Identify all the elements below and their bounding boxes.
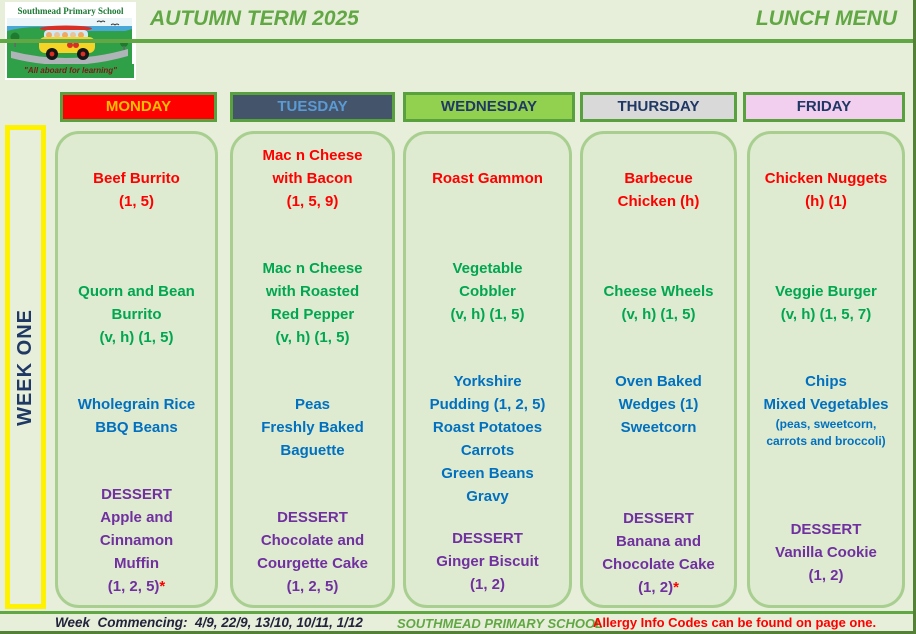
footer-divider-line [0,611,913,614]
wednesday-main-dish: Roast Gammon [432,170,543,187]
logo-school-name: Southmead Primary School [7,4,134,18]
week-one-label: WEEK ONE [5,125,46,609]
menu-column-tuesday: Mac n Cheese with Bacon (1, 5, 9) Mac n … [230,131,395,608]
wednesday-sides: Yorkshire Pudding (1, 2, 5) Roast Potato… [429,373,546,505]
monday-dessert: DESSERT Apple and Cinnamon Muffin (1, 2,… [99,486,174,595]
friday-vegetarian-dish: Veggie Burger (v, h) (1, 5, 7) [775,283,877,323]
thursday-vegetarian-dish: Cheese Wheels (v, h) (1, 5) [603,283,714,323]
menu-column-wednesday: Roast Gammon Vegetable Cobbler (v, h) (1… [403,131,572,608]
header-divider-line [0,39,913,43]
thursday-sides: Oven Baked Wedges (1) Sweetcorn [615,373,702,436]
wednesday-vegetarian-dish: Vegetable Cobbler (v, h) (1, 5) [450,260,525,323]
menu-column-thursday: Barbecue Chicken (h) Cheese Wheels (v, h… [580,131,737,608]
day-header-tuesday: TUESDAY [230,92,395,122]
footer-school-name: SOUTHMEAD PRIMARY SCHOOL [397,616,604,631]
menu-column-monday: Beef Burrito (1, 5) Quorn and Bean Burri… [55,131,218,608]
term-title: AUTUMN TERM 2025 [150,7,359,30]
tuesday-main-dish: Mac n Cheese with Bacon (1, 5, 9) [262,147,363,210]
thursday-main-dish: Barbecue Chicken (h) [617,170,700,210]
allergy-asterisk: * [673,579,679,596]
wednesday-dessert: DESSERT Ginger Biscuit (1, 2) [436,530,539,593]
lunch-menu-title: LUNCH MENU [755,7,897,30]
tuesday-dessert: DESSERT Chocolate and Courgette Cake (1,… [257,509,368,595]
monday-sides: Wholegrain Rice BBQ Beans [77,396,196,436]
monday-main-dish: Beef Burrito (1, 5) [93,170,180,210]
thursday-dessert: DESSERT Banana and Chocolate Cake (1, 2)… [602,510,715,596]
friday-dessert: DESSERT Vanilla Cookie (1, 2) [775,521,877,584]
tuesday-sides: Peas Freshly Baked Baguette [261,396,364,459]
week-one-text: WEEK ONE [14,308,36,426]
day-header-monday: MONDAY [60,92,217,122]
day-header-wednesday: WEDNESDAY [403,92,575,122]
allergy-asterisk: * [159,578,166,595]
week-commencing-text: Week Commencing: 4/9, 22/9, 13/10, 10/11… [55,615,363,630]
friday-main-dish: Chicken Nuggets (h) (1) [764,170,888,210]
tuesday-vegetarian-dish: Mac n Cheese with Roasted Red Pepper (v,… [262,260,363,346]
day-header-friday: FRIDAY [743,92,905,122]
allergy-info-note: Allergy Info Codes can be found on page … [593,615,877,630]
monday-vegetarian-dish: Quorn and Bean Burrito (v, h) (1, 5) [78,283,195,346]
menu-column-friday: Chicken Nuggets (h) (1) Veggie Burger (v… [747,131,905,608]
friday-sides-detail: (peas, sweetcorn, carrots and broccoli) [766,417,886,448]
logo-slogan: "All aboard for learning" [7,64,134,78]
friday-sides: Chips Mixed Vegetables (peas, sweetcorn, … [752,370,900,450]
day-header-thursday: THURSDAY [580,92,737,122]
